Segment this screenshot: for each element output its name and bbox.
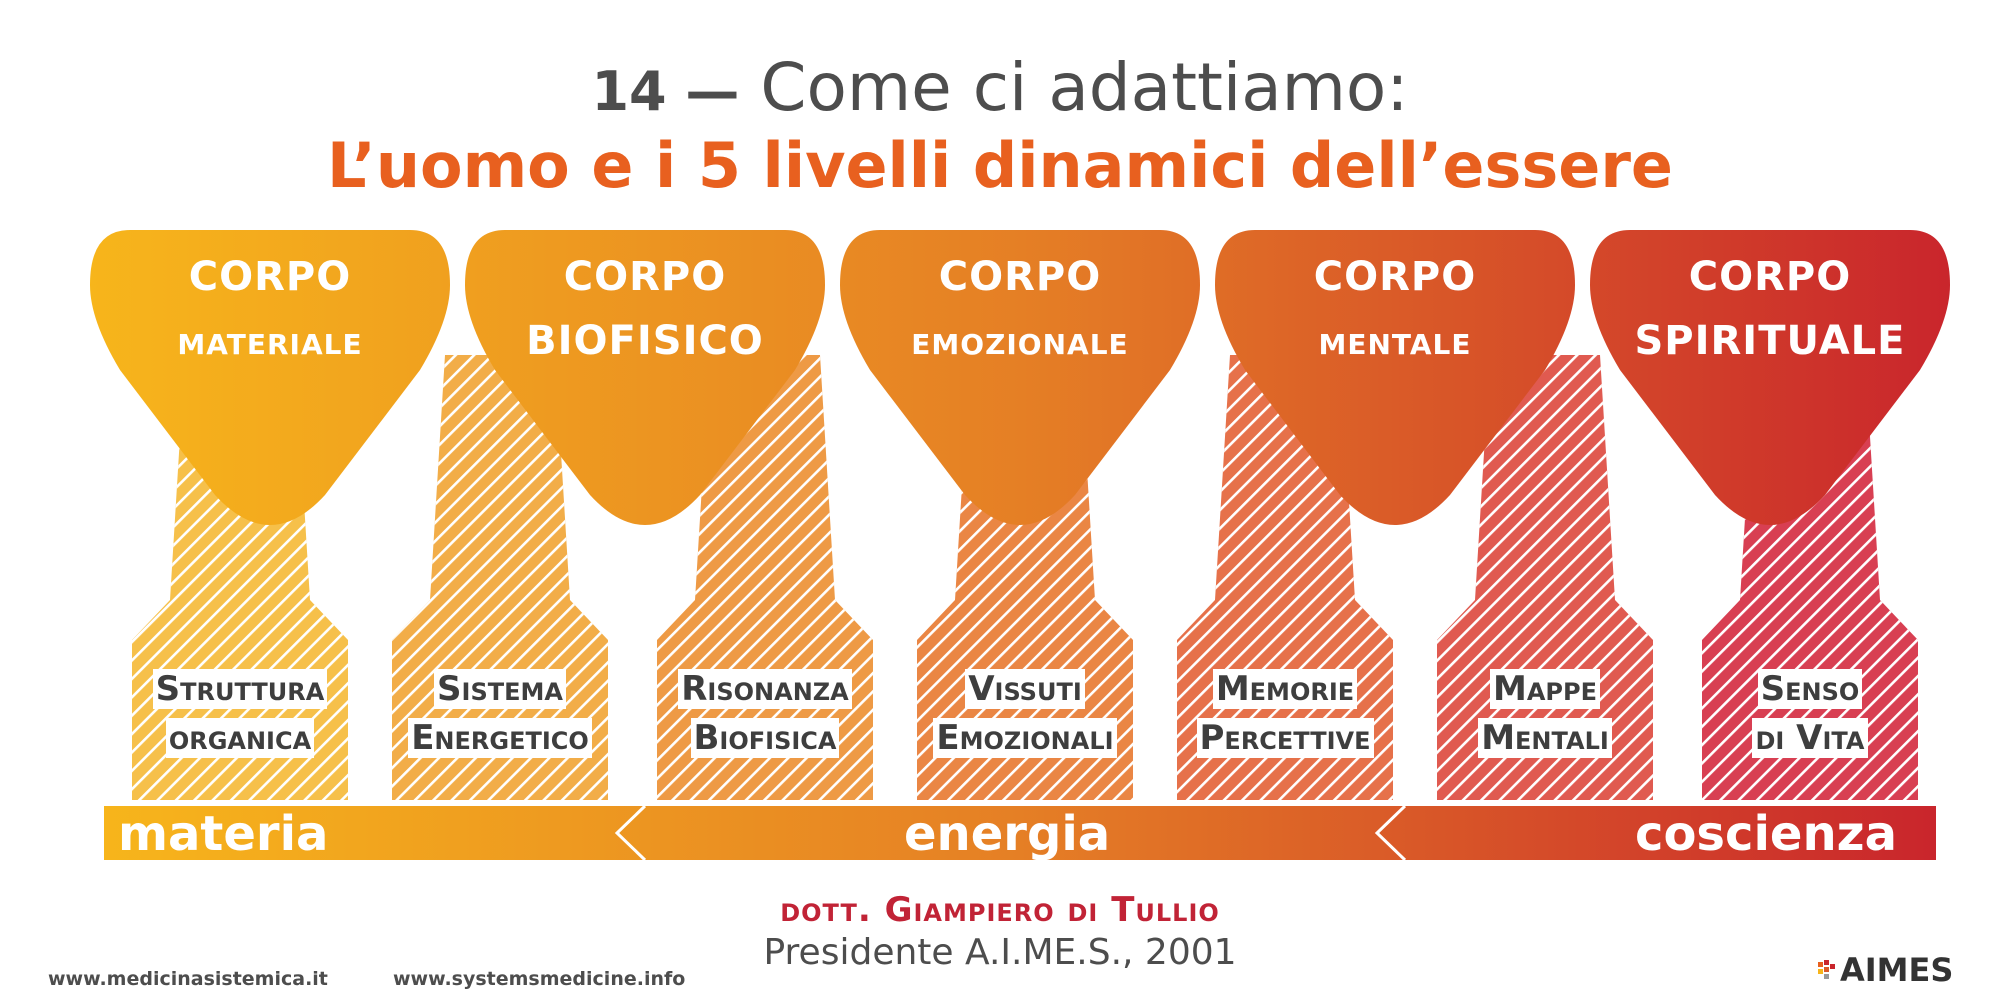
body-label-5: CORPO SPIRITUALE [1600,245,1940,373]
body-label-line2: mentale [1318,318,1472,364]
body-label-1: CORPO materiale [100,245,440,373]
body-label-line1: CORPO [1313,254,1477,300]
sub-level-line1: Struttura [152,669,328,709]
bar-label-materia: materia [118,806,329,862]
bar-label-coscienza: coscienza [1635,806,1897,862]
sub-level-line2: Mentali [1478,718,1612,758]
aimes-logo: AIMES [1818,950,1970,990]
sub-level-label-1: Struttura organica [135,665,345,763]
body-label-line1: CORPO [938,254,1102,300]
body-shape-2 [465,230,825,525]
sub-level-line1: Vissuti [965,669,1085,709]
sub-level-line1: Sistema [434,669,566,709]
subtitle: L’uomo e i 5 livelli dinamici dell’esser… [327,129,1673,202]
body-label-line2: SPIRITUALE [1634,318,1906,364]
sub-level-line2: Percettive [1196,718,1374,758]
body-label-line2: emozionale [911,318,1129,364]
bar-label-energia: energia [904,806,1111,862]
sub-level-line2: organica [165,718,315,758]
sub-level-label-4: Vissuti Emozionali [920,665,1130,763]
author-name: dott. Giampiero di Tullio [780,890,1220,930]
body-label-2: CORPO BIOFISICO [475,245,815,373]
bar-chevron-1 [614,804,647,862]
body-shape-4 [1215,230,1575,525]
sub-level-line1: Risonanza [678,669,852,709]
bar-chevron-2 [1374,804,1407,862]
sub-level-line2: Emozionali [933,718,1117,758]
body-label-line2: materiale [177,318,363,364]
sub-level-line1: Senso [1757,669,1863,709]
footer-url-1[interactable]: www.medicinasistemica.it [48,968,328,990]
scale-bar-fill [104,806,1936,860]
title-text: Come ci adattiamo: [760,49,1409,126]
footer-url-2[interactable]: www.systemsmedicine.info [393,968,686,990]
aimes-logo-text: AIMES [1840,951,1954,989]
aimes-logo-mark-icon [1818,960,1835,979]
sub-level-label-6: Mappe Mentali [1440,665,1650,763]
author-role: Presidente A.I.ME.S., 2001 [763,932,1237,973]
body-label-line1: CORPO [1688,254,1852,300]
body-label-3: CORPO emozionale [850,245,1190,373]
body-shape-3 [840,230,1200,525]
sub-level-line2: Biofisica [690,718,840,758]
sub-level-label-3: Risonanza Biofisica [660,665,870,763]
body-label-4: CORPO mentale [1225,245,1565,373]
title-line1: 14 — Come ci adattiamo: [0,48,2000,132]
body-shape-5 [1590,230,1950,525]
sub-level-label-7: Senso di Vita [1705,665,1915,763]
body-label-line1: CORPO [188,254,352,300]
body-label-line1: CORPO [563,254,727,300]
sub-level-line2: di Vita [1752,718,1868,758]
title-number: 14 — [591,60,740,123]
sub-level-line2: Energetico [408,718,592,758]
sub-level-label-2: Sistema Energetico [395,665,605,763]
sub-level-line1: Mappe [1490,669,1600,709]
body-shape-1 [90,230,450,525]
sub-level-label-5: Memorie Percettive [1180,665,1390,763]
sub-level-line1: Memorie [1212,669,1358,709]
body-label-line2: BIOFISICO [526,318,764,364]
scale-bar [104,804,1936,862]
heads-group [90,230,1950,525]
